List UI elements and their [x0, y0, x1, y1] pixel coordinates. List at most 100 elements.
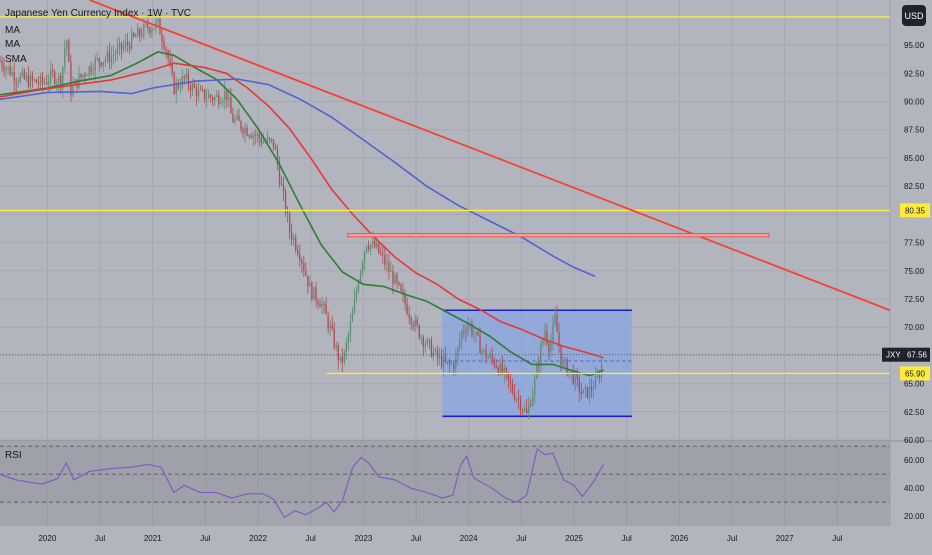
candle-down: [493, 359, 495, 366]
candle-down: [404, 294, 406, 305]
candle-down: [465, 332, 467, 334]
candle-down: [509, 379, 512, 384]
candle-down: [189, 85, 192, 91]
candle-up: [66, 40, 68, 49]
candle-up: [432, 351, 435, 357]
candle-up: [588, 386, 591, 398]
currency-label: USD: [904, 11, 924, 21]
candle-up: [21, 71, 23, 76]
candle-up: [88, 66, 90, 76]
candle-up: [467, 325, 469, 333]
sma-legend[interactable]: SMA: [5, 54, 27, 65]
candle-up: [49, 70, 52, 82]
rsi-legend[interactable]: RSI: [5, 450, 22, 461]
candle-up: [475, 331, 477, 335]
candle-down: [307, 275, 309, 287]
candle-down: [323, 303, 325, 305]
candle-down: [173, 73, 175, 94]
candle-up: [347, 334, 350, 343]
price-scale[interactable]: [890, 0, 932, 526]
candle-down: [477, 331, 479, 336]
candle-up: [455, 356, 457, 369]
currency-button[interactable]: USD: [902, 5, 926, 26]
candle-up: [335, 345, 337, 348]
candle-up: [461, 331, 463, 341]
candle-up: [222, 100, 224, 103]
time-tick-label: 2026: [670, 534, 688, 543]
candle-down: [519, 399, 522, 410]
candle-down: [250, 136, 252, 138]
candle-down: [161, 34, 163, 42]
price-tick-label: 70.00: [904, 323, 925, 332]
time-scale[interactable]: [0, 526, 932, 550]
rsi-layer: [0, 445, 890, 519]
candle-up: [459, 340, 461, 348]
price-tick-label: 82.50: [904, 182, 925, 191]
rsi-tick-label: 60.00: [904, 456, 925, 465]
candle-down: [41, 76, 44, 84]
candle-down: [388, 262, 390, 272]
price-tag-yellow: [900, 366, 930, 381]
candle-up: [343, 351, 345, 363]
time-tick-label: 2022: [249, 534, 267, 543]
candle-down: [226, 90, 228, 100]
ma-red-legend[interactable]: MA: [5, 39, 20, 50]
time-axis-labels: 2020 Jul 2021 Jul 2022 Jul 2023 Jul 2024 Jul 2025 J…: [38, 534, 842, 543]
candle-down: [479, 335, 481, 354]
candle-down: [90, 66, 92, 72]
candle-up: [390, 271, 392, 273]
candle-down: [98, 58, 100, 63]
candlestick-series: [0, 14, 603, 420]
candle-down: [311, 282, 313, 300]
candle-down: [546, 331, 548, 343]
candle-up: [118, 42, 121, 48]
candle-up: [185, 74, 188, 78]
candle-up: [5, 68, 7, 72]
candle-up: [554, 315, 556, 325]
candle-down: [505, 367, 508, 373]
candle-down: [560, 346, 562, 366]
time-tick-label: Jul: [832, 534, 842, 543]
candle-up: [540, 344, 542, 367]
candle-down: [337, 345, 339, 361]
rsi-tick-label: 40.00: [904, 484, 925, 493]
candle-up: [534, 378, 536, 395]
rsi-line: [0, 448, 604, 519]
descending-trendline: [89, 0, 891, 312]
candle-down: [471, 323, 473, 335]
chart-title[interactable]: Japanese Yen Currency Index · 1W · TVC: [5, 8, 191, 19]
candle-up: [205, 98, 208, 100]
candle-up: [179, 87, 181, 89]
candle-down: [406, 304, 408, 315]
candle-up: [438, 355, 441, 358]
candle-up: [72, 84, 74, 95]
candle-up: [143, 24, 145, 36]
time-tick-label: 2025: [565, 534, 583, 543]
price-tick-label: 75.00: [904, 267, 925, 276]
candle-up: [39, 76, 42, 84]
candle-up: [145, 23, 147, 25]
candle-up: [420, 337, 422, 338]
candle-down: [315, 287, 317, 301]
candle-up: [47, 81, 50, 85]
candle-down: [485, 349, 487, 359]
time-tick-label: Jul: [306, 534, 316, 543]
candle-up: [414, 319, 416, 327]
candle-up: [58, 76, 60, 83]
ma-green-legend[interactable]: MA: [5, 25, 20, 36]
current-price-tag: [882, 347, 930, 362]
candle-down: [9, 66, 11, 75]
candle-up: [592, 388, 595, 391]
candle-up: [473, 334, 475, 336]
candle-down: [517, 398, 520, 400]
candle-up: [426, 339, 429, 345]
candle-down: [70, 61, 72, 95]
candle-up: [110, 55, 113, 63]
candle-down: [317, 300, 319, 305]
candle-down: [278, 164, 281, 184]
candle-up: [244, 127, 246, 134]
candle-up: [372, 240, 374, 245]
candle-up: [361, 263, 364, 271]
candle-down: [100, 62, 102, 66]
